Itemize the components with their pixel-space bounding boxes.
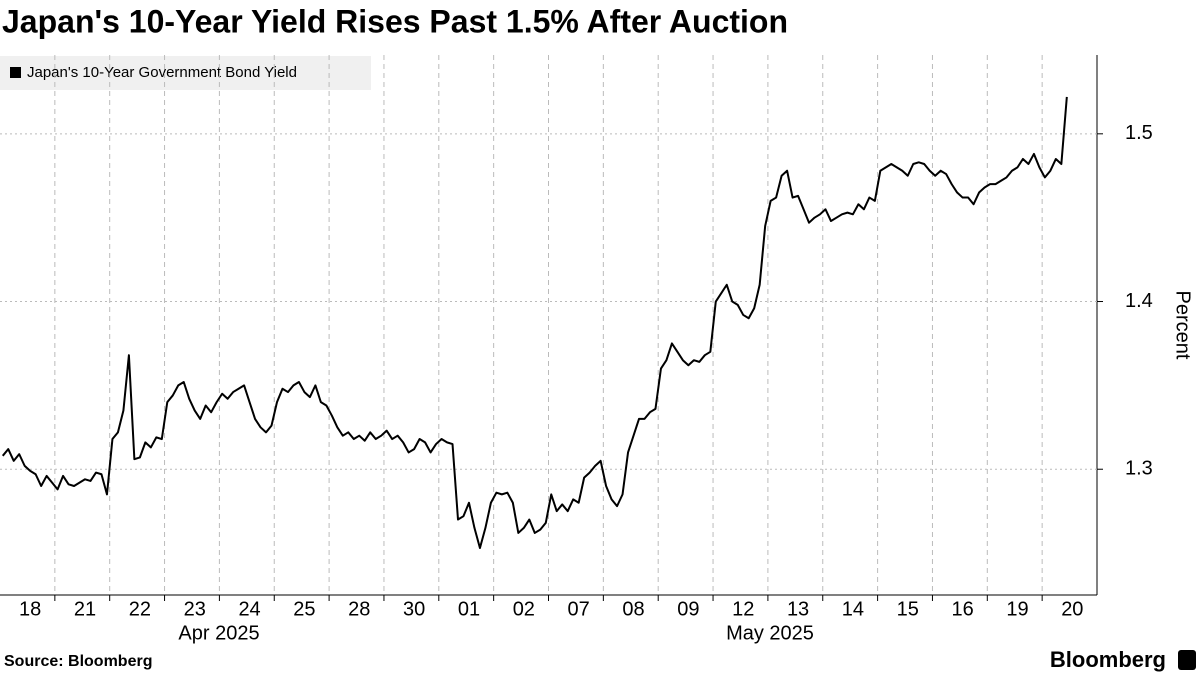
x-tick-label: 18 [19,598,41,620]
y-tick-label: 1.4 [1125,290,1153,312]
x-tick-label: 22 [129,598,151,620]
x-tick-label: 19 [1006,598,1028,620]
x-tick-label: 09 [677,598,699,620]
x-tick-label: 23 [184,598,206,620]
x-tick-label: 13 [787,598,809,620]
x-tick-label: 02 [513,598,535,620]
x-tick-label: 16 [951,598,973,620]
y-axis-label: Percent [1172,291,1194,360]
series-line [1,96,1068,550]
branding: Bloomberg [1050,647,1166,672]
x-group-label: May 2025 [726,622,814,644]
x-tick-label: 24 [238,598,260,620]
x-tick-label: 01 [458,598,480,620]
logo-icon [1178,650,1196,670]
x-tick-label: 12 [732,598,754,620]
x-tick-label: 25 [293,598,315,620]
x-tick-label: 30 [403,598,425,620]
x-tick-label: 28 [348,598,370,620]
chart-title: Japan's 10-Year Yield Rises Past 1.5% Af… [2,3,788,39]
x-tick-label: 14 [842,598,864,620]
x-tick-label: 08 [622,598,644,620]
x-tick-label: 15 [897,598,919,620]
legend-label: Japan's 10-Year Government Bond Yield [27,64,297,81]
y-tick-label: 1.5 [1125,122,1153,144]
x-tick-label: 20 [1061,598,1083,620]
source: Source: Bloomberg [4,653,152,670]
x-tick-label: 07 [568,598,590,620]
legend-swatch [10,67,21,78]
x-tick-label: 21 [74,598,96,620]
y-tick-label: 1.3 [1125,458,1153,480]
legend-box [0,56,371,90]
x-group-label: Apr 2025 [178,622,259,644]
